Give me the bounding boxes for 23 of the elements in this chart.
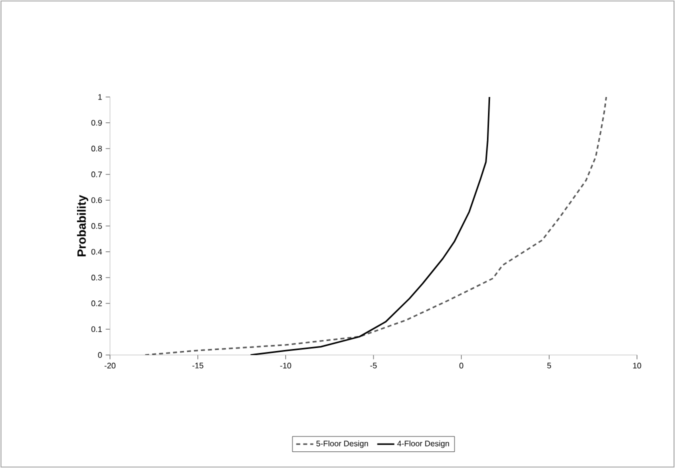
x-tick-label: -10 bbox=[280, 362, 292, 368]
y-tick-label: 0.2 bbox=[91, 300, 102, 306]
y-tick-label: 0.9 bbox=[91, 120, 102, 126]
y-tick-label: 0.3 bbox=[91, 274, 102, 280]
x-tick-label: -15 bbox=[192, 362, 204, 368]
y-axis-title: Probability bbox=[77, 195, 88, 256]
y-tick-label: 0.5 bbox=[91, 223, 102, 229]
y-tick-label: 0.4 bbox=[91, 248, 102, 255]
x-tick-label: 0 bbox=[459, 362, 464, 368]
x-tick-label: 10 bbox=[633, 362, 642, 368]
x-tick-label: -5 bbox=[370, 362, 377, 368]
y-tick-label: 0.6 bbox=[91, 197, 102, 204]
y-tick-label: 1 bbox=[98, 94, 102, 100]
legend-label: 4-Floor Design bbox=[397, 440, 450, 448]
y-tick-label: 0.1 bbox=[91, 326, 102, 332]
y-tick-label: 0.8 bbox=[91, 146, 102, 152]
x-tick-label: -20 bbox=[104, 362, 116, 368]
y-tick-label: 0 bbox=[98, 352, 102, 358]
y-tick-label: 0.7 bbox=[91, 172, 102, 178]
line-series bbox=[144, 96, 607, 355]
line-series bbox=[250, 96, 490, 355]
x-tick-label: 5 bbox=[547, 362, 552, 368]
legend-label: 5-Floor Design bbox=[316, 440, 368, 448]
